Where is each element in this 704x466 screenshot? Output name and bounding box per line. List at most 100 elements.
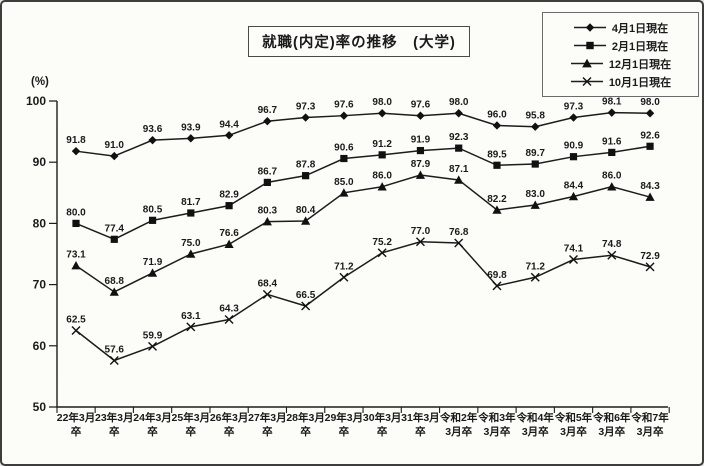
triangle-marker xyxy=(607,182,617,191)
triangle-marker xyxy=(262,216,272,226)
data-point-label: 82.2 xyxy=(487,194,507,205)
data-point-label: 89.5 xyxy=(487,149,507,160)
legend-item-february: 2月1日現在 xyxy=(545,37,696,54)
x-axis-category-label: 28年3月卒 xyxy=(286,411,325,438)
y-axis-unit-label: (%) xyxy=(31,76,49,88)
triangle-marker xyxy=(186,249,196,258)
data-point-label: 91.2 xyxy=(372,139,392,150)
triangle-marker xyxy=(568,191,579,201)
diamond-marker xyxy=(454,109,463,118)
data-point-label: 77.0 xyxy=(411,226,431,237)
data-point-label: 83.0 xyxy=(526,189,546,200)
data-point-label: 74.1 xyxy=(564,244,584,255)
x-marker xyxy=(492,281,502,291)
square-marker xyxy=(608,148,616,157)
diamond-marker xyxy=(377,109,387,118)
chart-title: 就職(内定)率の推移 (大学) xyxy=(248,26,470,57)
x-marker xyxy=(377,248,387,258)
x-axis-category-label: 31年3月卒 xyxy=(401,411,440,438)
x-axis-category-label: 令和5年 3月卒 xyxy=(554,411,593,438)
diamond-marker xyxy=(569,113,578,122)
data-point-label: 77.4 xyxy=(105,223,125,234)
data-point-label: 71.9 xyxy=(143,257,163,268)
data-point-label: 84.3 xyxy=(640,181,660,192)
triangle-marker xyxy=(339,188,349,197)
y-axis-tick-label: 60 xyxy=(33,339,47,353)
series-line xyxy=(75,145,651,241)
x-axis-category-label: 27年3月卒 xyxy=(248,411,287,438)
x-marker xyxy=(262,289,272,299)
series-line xyxy=(75,174,651,293)
square-marker xyxy=(110,235,118,243)
x-marker xyxy=(415,237,425,247)
data-point-label: 87.9 xyxy=(411,159,431,170)
legend-item-label: 12月1日現在 xyxy=(608,58,672,71)
data-point-label: 90.6 xyxy=(334,143,354,154)
data-point-label: 68.8 xyxy=(105,276,125,287)
legend-item-label: 2月1日現在 xyxy=(611,40,669,53)
x-marker xyxy=(109,355,119,365)
x-marker xyxy=(71,326,81,335)
diamond-marker-icon xyxy=(573,23,606,32)
square-marker xyxy=(569,153,578,161)
data-point-label: 92.6 xyxy=(640,130,660,141)
data-point-label: 80.0 xyxy=(66,207,86,218)
square-marker xyxy=(646,142,654,150)
data-point-label: 86.0 xyxy=(602,171,622,182)
x-axis-category-label: 23年3月卒 xyxy=(95,411,134,438)
data-point-label: 76.6 xyxy=(219,228,239,239)
square-marker xyxy=(263,178,271,186)
data-point-label: 80.4 xyxy=(296,205,316,216)
data-point-label: 92.3 xyxy=(449,132,469,143)
data-point-label: 91.9 xyxy=(411,135,431,146)
data-point-label: 74.8 xyxy=(602,239,622,250)
data-point-label: 63.1 xyxy=(181,311,201,322)
square-marker xyxy=(455,144,463,152)
data-point-label: 97.6 xyxy=(334,100,354,111)
data-point-label: 71.2 xyxy=(334,261,354,272)
data-point-label: 71.2 xyxy=(526,261,546,272)
chart-legend: 4月1日現在 2月1日現在 12月1日現在 10月1日現在 xyxy=(542,12,699,97)
data-point-label: 75.2 xyxy=(372,237,392,248)
data-point-label: 97.3 xyxy=(564,102,584,113)
x-marker xyxy=(569,255,579,265)
triangle-marker xyxy=(109,287,119,296)
data-point-label: 69.8 xyxy=(487,270,507,281)
data-point-label: 86.7 xyxy=(258,166,278,177)
series-line xyxy=(75,241,651,362)
data-point-label: 82.9 xyxy=(219,190,239,201)
x-axis-category-label: 25年3月卒 xyxy=(172,411,211,438)
legend-item-april: 4月1日現在 xyxy=(545,19,696,36)
square-marker xyxy=(340,154,348,163)
data-point-label: 66.5 xyxy=(296,290,316,301)
square-marker xyxy=(302,172,310,180)
diamond-marker xyxy=(110,151,119,161)
x-axis-category-label: 令和6年 3月卒 xyxy=(592,411,631,438)
triangle-marker xyxy=(377,182,387,191)
triangle-marker xyxy=(530,200,540,209)
x-marker xyxy=(530,272,540,282)
triangle-marker xyxy=(301,216,311,225)
data-point-label: 96.7 xyxy=(258,105,278,116)
square-marker xyxy=(378,151,386,159)
data-point-label: 87.8 xyxy=(296,160,316,171)
x-marker xyxy=(224,314,234,324)
data-point-label: 68.4 xyxy=(258,278,278,289)
y-axis-tick-label: 100 xyxy=(26,94,46,108)
x-marker xyxy=(607,250,617,260)
data-point-label: 95.8 xyxy=(526,111,546,122)
data-point-label: 84.4 xyxy=(564,180,584,191)
triangle-marker xyxy=(492,205,502,214)
x-axis-category-label: 令和4年 3月卒 xyxy=(516,411,555,438)
y-axis-tick-label: 50 xyxy=(33,400,47,414)
data-point-label: 98.0 xyxy=(640,97,660,108)
data-point-label: 94.4 xyxy=(219,119,239,130)
diamond-marker xyxy=(263,116,272,126)
y-axis-tick-label: 90 xyxy=(33,155,47,169)
triangle-marker-icon xyxy=(570,58,603,68)
data-point-label: 73.1 xyxy=(66,250,86,261)
x-axis-category-label: 令和2年 3月卒 xyxy=(439,411,478,438)
x-axis-category-label: 26年3月卒 xyxy=(210,411,249,438)
x-marker-icon xyxy=(570,77,603,86)
data-point-label: 91.0 xyxy=(105,140,125,151)
